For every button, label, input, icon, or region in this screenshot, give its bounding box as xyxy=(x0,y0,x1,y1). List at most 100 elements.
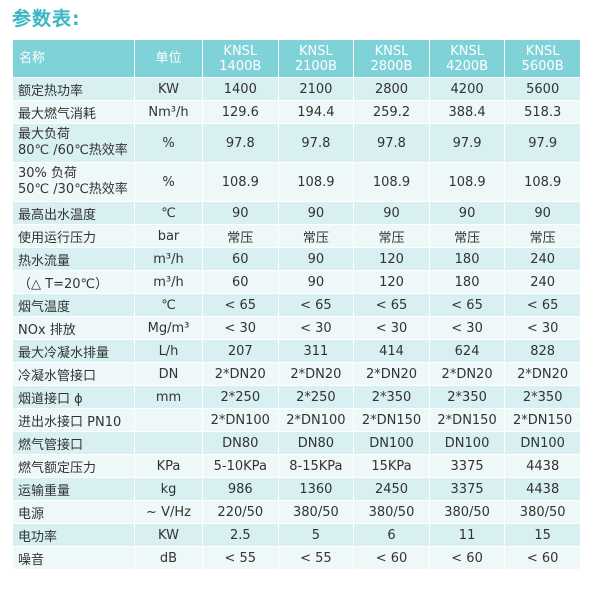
row-unit: KW xyxy=(134,77,203,101)
cell-value: < 65 xyxy=(428,293,506,317)
cell-value: < 55 xyxy=(202,546,279,570)
cell-value: < 30 xyxy=(202,316,279,340)
row-unit: m³/h xyxy=(134,247,203,271)
cell-value: 108.9 xyxy=(428,162,506,202)
table-row: 进出水接口 PN10 2*DN100 2*DN100 2*DN150 2*DN150 2*… xyxy=(12,408,581,432)
row-unit: KPa xyxy=(134,454,203,478)
cell-value: < 60 xyxy=(353,546,430,570)
cell-value: 828 xyxy=(504,339,581,363)
header-model: KNSL 2100B xyxy=(277,39,355,78)
table-row: 最高出水温度 ℃ 90 90 90 90 90 xyxy=(12,201,581,225)
table-row: 运输重量 kg 986 1360 2450 3375 4438 xyxy=(12,477,581,501)
model-line2: 4200B xyxy=(446,58,489,74)
header-model: KNSL 4200B xyxy=(428,39,506,78)
cell-value: < 30 xyxy=(504,316,581,340)
cell-value: 380/50 xyxy=(428,500,506,524)
row-name-line: 最大冷凝水排量 xyxy=(18,345,110,361)
model-line2: 5600B xyxy=(521,58,564,74)
row-name-line: NOx 排放 xyxy=(18,322,76,338)
cell-value: 380/50 xyxy=(353,500,430,524)
cell-value: 90 xyxy=(428,201,506,225)
table-header-row: 名称 单位 KNSL 1400B KNSL 2100B KNSL 2800B KNSL… xyxy=(12,39,581,78)
row-name: 燃气管接口 xyxy=(12,431,135,455)
row-name-line: 燃气额定压力 xyxy=(18,460,97,476)
row-name: 进出水接口 PN10 xyxy=(12,408,135,432)
cell-value: 15 xyxy=(504,523,581,547)
table-row: 冷凝水管接口 DN 2*DN20 2*DN20 2*DN20 2*DN20 2*DN20 xyxy=(12,362,581,386)
row-name: 电源 xyxy=(12,500,135,524)
cell-value: 108.9 xyxy=(353,162,430,202)
cell-value: 180 xyxy=(428,247,506,271)
row-name-line: 电源 xyxy=(18,506,45,522)
row-name: 最高出水温度 xyxy=(12,201,135,225)
cell-value: 120 xyxy=(353,270,430,294)
cell-value: 3375 xyxy=(428,454,506,478)
row-name: 热水流量 xyxy=(12,247,135,271)
cell-value: 380/50 xyxy=(504,500,581,524)
cell-value: 2*DN100 xyxy=(277,408,355,432)
row-name-line: 烟气温度 xyxy=(18,299,71,315)
row-name-line: 最大燃气消耗 xyxy=(18,106,97,122)
table-row: 使用运行压力 bar 常压 常压 常压 常压 常压 xyxy=(12,224,581,248)
row-name: （△ T=20℃） xyxy=(12,270,135,294)
cell-value: < 60 xyxy=(428,546,506,570)
cell-value: 2*350 xyxy=(428,385,506,409)
table-row: 额定热功率 KW 1400 2100 2800 4200 5600 xyxy=(12,77,581,101)
row-name-line: 最大负荷 xyxy=(18,127,71,142)
row-unit: Mg/m³ xyxy=(134,316,203,340)
row-name: 使用运行压力 xyxy=(12,224,135,248)
cell-value: < 65 xyxy=(504,293,581,317)
model-line2: 1400B xyxy=(219,58,262,74)
cell-value: 388.4 xyxy=(428,100,506,124)
row-unit: bar xyxy=(134,224,203,248)
cell-value: 97.8 xyxy=(202,123,279,163)
cell-value: 194.4 xyxy=(277,100,355,124)
cell-value: 986 xyxy=(202,477,279,501)
table-row: 烟气温度 ℃ < 65 < 65 < 65 < 65 < 65 xyxy=(12,293,581,317)
cell-value: 220/50 xyxy=(202,500,279,524)
page-title: 参数表: xyxy=(12,8,81,30)
row-name: NOx 排放 xyxy=(12,316,135,340)
cell-value: 90 xyxy=(353,201,430,225)
table-row: 30% 负荷 50℃ /30℃热效率% 108.9 108.9 108.9 108.9 10… xyxy=(12,162,581,202)
row-unit: % xyxy=(134,162,203,202)
cell-value: 2*250 xyxy=(277,385,355,409)
header-name: 名称 xyxy=(12,39,135,78)
row-name: 烟气温度 xyxy=(12,293,135,317)
cell-value: 90 xyxy=(277,201,355,225)
cell-value: 常压 xyxy=(202,224,279,248)
row-name: 30% 负荷 50℃ /30℃热效率 xyxy=(12,162,135,202)
cell-value: 129.6 xyxy=(202,100,279,124)
model-line1: KNSL xyxy=(299,43,333,59)
row-unit: % xyxy=(134,123,203,163)
table-row: 最大负荷 80℃ /60℃热效率% 97.8 97.8 97.8 97.9 97.9 xyxy=(12,123,581,163)
row-unit: mm xyxy=(134,385,203,409)
cell-value: 414 xyxy=(353,339,430,363)
cell-value: 120 xyxy=(353,247,430,271)
row-name: 最大负荷 80℃ /60℃热效率 xyxy=(12,123,135,163)
table-row: （△ T=20℃） m³/h 60 90 120 180 240 xyxy=(12,270,581,294)
cell-value: DN80 xyxy=(277,431,355,455)
cell-value: 180 xyxy=(428,270,506,294)
table-row: 噪音 dB < 55 < 55 < 60 < 60 < 60 xyxy=(12,546,581,570)
parameter-table: 名称 单位 KNSL 1400B KNSL 2100B KNSL 2800B KNSL… xyxy=(12,39,581,570)
cell-value: 11 xyxy=(428,523,506,547)
row-name-line: 燃气管接口 xyxy=(18,437,84,453)
cell-value: 4438 xyxy=(504,454,581,478)
row-name: 噪音 xyxy=(12,546,135,570)
row-unit: KW xyxy=(134,523,203,547)
cell-value: 8-15KPa xyxy=(277,454,355,478)
cell-value: 207 xyxy=(202,339,279,363)
row-name: 电功率 xyxy=(12,523,135,547)
cell-value: 624 xyxy=(428,339,506,363)
cell-value: 259.2 xyxy=(353,100,430,124)
row-unit: Nm³/h xyxy=(134,100,203,124)
cell-value: < 65 xyxy=(202,293,279,317)
cell-value: DN100 xyxy=(428,431,506,455)
cell-value: 2*DN20 xyxy=(277,362,355,386)
cell-value: 常压 xyxy=(353,224,430,248)
row-unit: m³/h xyxy=(134,270,203,294)
cell-value: 2450 xyxy=(353,477,430,501)
cell-value: 2*DN20 xyxy=(353,362,430,386)
model-line2: 2100B xyxy=(294,58,337,74)
